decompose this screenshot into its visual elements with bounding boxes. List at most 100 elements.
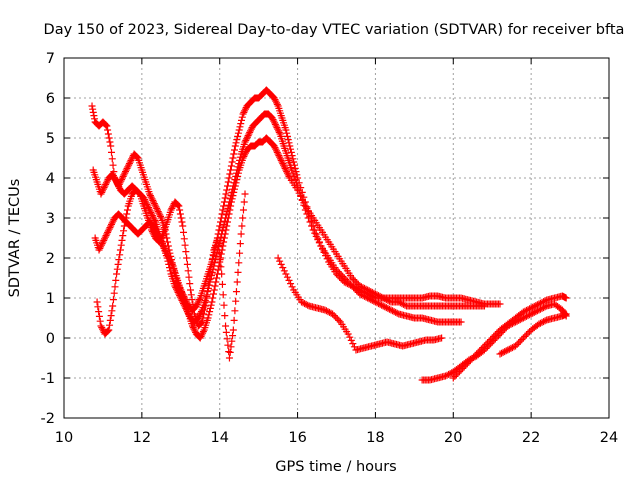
data-point [343, 277, 351, 285]
data-point [270, 94, 278, 102]
data-point [135, 189, 143, 197]
data-point [272, 97, 280, 105]
data-point [371, 298, 379, 306]
data-point [529, 303, 537, 311]
data-point [230, 316, 238, 324]
data-point [103, 230, 111, 238]
data-point [324, 308, 332, 316]
data-point [466, 356, 474, 364]
data-point [340, 274, 348, 282]
data-point [225, 354, 233, 362]
data-point [246, 127, 254, 135]
data-point [241, 149, 249, 157]
data-point [471, 352, 479, 360]
data-point [112, 276, 120, 284]
data-point [121, 169, 129, 177]
data-point [217, 263, 225, 271]
data-point [235, 259, 243, 267]
data-point [452, 371, 460, 379]
data-point [88, 102, 96, 110]
data-point [167, 259, 175, 267]
data-point [188, 322, 196, 330]
data-point [271, 96, 279, 104]
data-point [351, 285, 359, 293]
data-point [332, 313, 340, 321]
data-point [291, 164, 299, 172]
y-tick-label: -2 [41, 411, 55, 427]
data-point [351, 277, 359, 285]
data-point [177, 214, 185, 222]
data-point [213, 274, 221, 282]
data-point [123, 206, 131, 214]
data-point [334, 268, 342, 276]
data-point [104, 126, 112, 134]
data-point [238, 113, 246, 121]
data-point [208, 256, 216, 264]
data-point [292, 168, 300, 176]
data-point [178, 218, 186, 226]
data-point [109, 302, 117, 310]
data-point [246, 128, 254, 136]
data-point [285, 172, 293, 180]
data-point [278, 158, 286, 166]
data-point [533, 307, 541, 315]
data-point [231, 146, 239, 154]
data-point [470, 353, 478, 361]
series-track-8 [496, 310, 570, 358]
data-point [225, 348, 233, 356]
series-track-2 [89, 110, 465, 326]
data-point [109, 161, 117, 169]
data-point [376, 300, 384, 308]
data-point [228, 195, 236, 203]
data-point [222, 226, 230, 234]
data-point [176, 210, 184, 218]
data-point [504, 346, 512, 354]
data-point [109, 170, 117, 178]
data-point [273, 148, 281, 156]
series-track-6 [418, 300, 570, 384]
data-point [120, 227, 128, 235]
data-point [214, 234, 222, 242]
data-point [243, 135, 251, 143]
data-point [389, 307, 397, 315]
data-point [116, 246, 124, 254]
data-point [438, 334, 446, 342]
data-point [300, 199, 308, 207]
data-point [175, 202, 183, 210]
data-point [108, 155, 116, 163]
data-point [112, 176, 120, 184]
data-point [445, 370, 453, 378]
data-point [499, 348, 507, 356]
data-point [229, 326, 237, 334]
data-point [102, 179, 110, 187]
data-point [149, 213, 157, 221]
chart-title: Day 150 of 2023, Sidereal Day-to-day VTE… [44, 22, 625, 38]
data-point [375, 292, 383, 300]
data-point [215, 241, 223, 249]
data-point [280, 163, 288, 171]
data-point [148, 195, 156, 203]
data-point [105, 134, 113, 142]
data-point [167, 206, 175, 214]
y-tick-label: -1 [41, 371, 55, 387]
data-point [356, 290, 364, 298]
data-point [226, 170, 234, 178]
data-point [540, 318, 548, 326]
data-point [325, 308, 333, 316]
data-point [216, 256, 224, 264]
data-point [212, 278, 220, 286]
data-point [270, 117, 278, 125]
data-point [271, 120, 279, 128]
data-point [501, 348, 509, 356]
data-point [229, 154, 237, 162]
data-point [280, 161, 288, 169]
data-point [119, 172, 127, 180]
data-point [321, 306, 329, 314]
data-point [206, 270, 214, 278]
data-point [108, 307, 116, 315]
data-point [149, 196, 157, 204]
data-point [219, 242, 227, 250]
data-point [109, 217, 117, 225]
data-point [282, 270, 290, 278]
